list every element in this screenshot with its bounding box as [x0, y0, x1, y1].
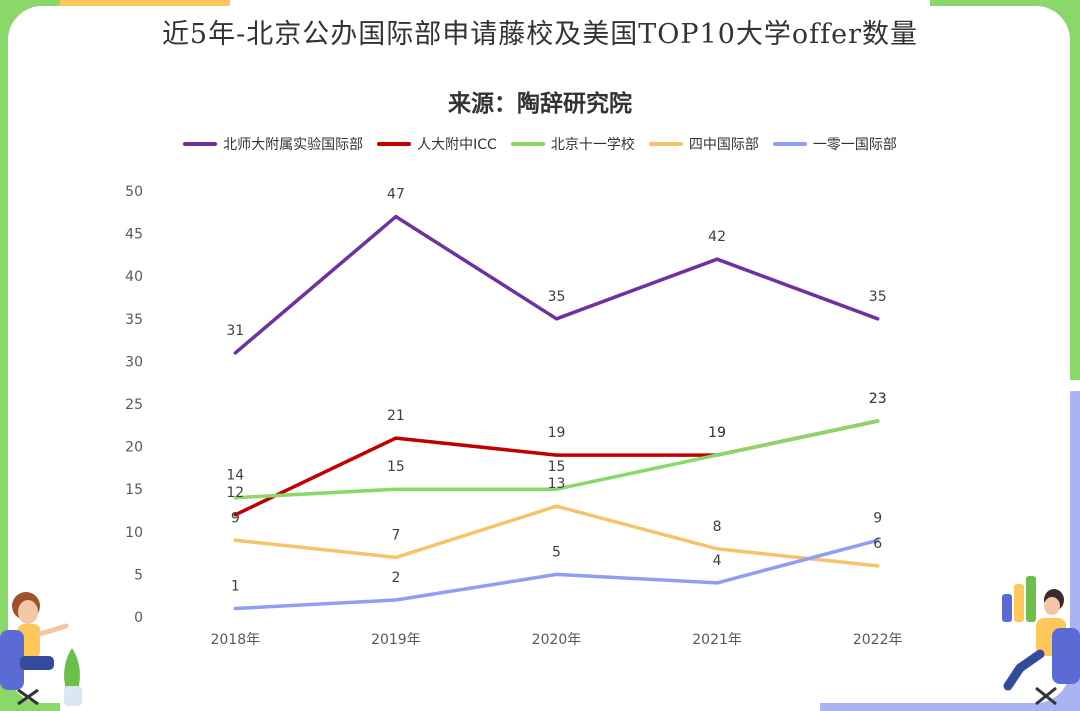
series-line	[233, 504, 880, 568]
legend-swatch	[648, 142, 683, 146]
y-tick-label: 15	[125, 482, 143, 498]
data-label: 13	[548, 476, 566, 492]
legend-item: 四中国际部	[648, 134, 759, 154]
data-label: 19	[548, 425, 566, 441]
y-tick-label: 25	[125, 397, 143, 413]
legend-swatch	[510, 142, 545, 146]
data-label: 19	[708, 425, 726, 441]
series-line	[233, 538, 880, 611]
data-label: 15	[387, 459, 405, 475]
series-line	[233, 419, 880, 500]
legend-swatch	[183, 142, 218, 146]
data-label: 42	[708, 229, 726, 245]
chart-title: 近5年-北京公办国际部申请藤校及美国TOP10大学offer数量	[161, 19, 919, 50]
data-label: 35	[869, 289, 887, 305]
data-label: 1	[231, 578, 240, 594]
y-tick-label: 50	[125, 184, 143, 200]
data-label: 9	[231, 510, 240, 526]
legend-label: 四中国际部	[688, 137, 759, 153]
legend-item: 人大附中ICC	[377, 134, 497, 154]
data-label: 6	[873, 536, 882, 552]
data-label: 9	[873, 510, 882, 526]
data-label: 2	[391, 570, 400, 586]
x-tick-label: 2022年	[853, 632, 903, 648]
series-line	[233, 214, 880, 355]
data-label: 47	[387, 187, 405, 203]
legend-item: 北京十一学校	[510, 134, 635, 154]
legend-label: 北京十一学校	[550, 137, 635, 153]
chart-subtitle: 来源：陶辞研究院	[448, 90, 632, 117]
x-tick-label: 2020年	[532, 632, 582, 648]
chart-card	[8, 6, 1070, 703]
data-label: 8	[713, 519, 722, 535]
x-tick-label: 2021年	[692, 632, 742, 648]
x-tick-label: 2018年	[210, 632, 260, 648]
y-tick-label: 20	[125, 440, 143, 456]
data-label: 19	[708, 425, 726, 441]
legend-label: 北师大附属实验国际部	[223, 137, 364, 153]
data-label: 4	[713, 553, 722, 569]
y-tick-label: 35	[125, 312, 143, 328]
data-label: 5	[552, 544, 561, 560]
person-illustration-left	[0, 592, 82, 706]
data-label: 31	[226, 323, 244, 339]
y-tick-label: 5	[134, 567, 143, 583]
y-tick-label: 40	[125, 269, 143, 285]
y-tick-label: 10	[125, 525, 143, 541]
x-tick-label: 2019年	[371, 632, 421, 648]
legend-item: 北师大附属实验国际部	[183, 134, 363, 154]
y-tick-label: 30	[125, 354, 143, 370]
data-label: 15	[548, 459, 566, 475]
data-label: 7	[391, 527, 400, 543]
chart-legend: 北师大附属实验国际部 人大附中ICC 北京十一学校 四中国际部 一零一国际部	[0, 134, 1080, 154]
legend-label: 人大附中ICC	[417, 137, 497, 153]
data-label: 14	[226, 468, 244, 484]
legend-swatch	[772, 142, 807, 146]
person-illustration-right	[1002, 576, 1080, 706]
data-label: 35	[548, 289, 566, 305]
legend-label: 一零一国际部	[812, 137, 897, 153]
legend-item: 一零一国际部	[772, 134, 897, 154]
y-tick-label: 0	[134, 610, 143, 626]
data-label: 21	[387, 408, 405, 424]
data-label: 12	[226, 485, 244, 501]
data-label: 23	[869, 391, 887, 407]
legend-swatch	[377, 142, 412, 146]
data-label: 23	[869, 391, 887, 407]
y-tick-label: 45	[125, 227, 143, 243]
